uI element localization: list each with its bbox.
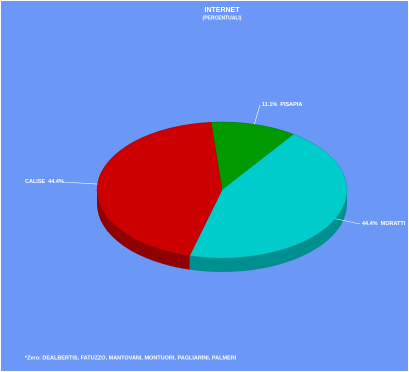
label-part: 44.4%	[362, 221, 378, 227]
footnote: *Zero: DEALBERTIS, FATUZZO, MANTOVANI, M…	[25, 355, 237, 361]
chart-subtitle: (PERCENTUALI)	[203, 15, 242, 21]
slice	[189, 134, 348, 259]
slice-side	[189, 190, 347, 272]
chart-title: INTERNET	[205, 7, 241, 14]
leader-line	[335, 218, 361, 225]
leader-line	[62, 181, 98, 185]
slice	[96, 121, 223, 256]
label-part: 11.1%	[262, 102, 277, 108]
slice	[210, 121, 295, 191]
label-part: MORATTI	[381, 221, 406, 227]
label-part: PISAPIA	[280, 102, 302, 108]
slice-side	[97, 190, 190, 270]
slice-label: CALISE 44.4%	[25, 179, 64, 185]
leader-line	[254, 104, 261, 125]
label-part: 44.4%	[48, 179, 64, 185]
slice-label: 44.4% MORATTI	[362, 221, 406, 227]
label-part: CALISE	[25, 179, 46, 185]
slice-label: 11.1% PISAPIA	[262, 102, 302, 108]
